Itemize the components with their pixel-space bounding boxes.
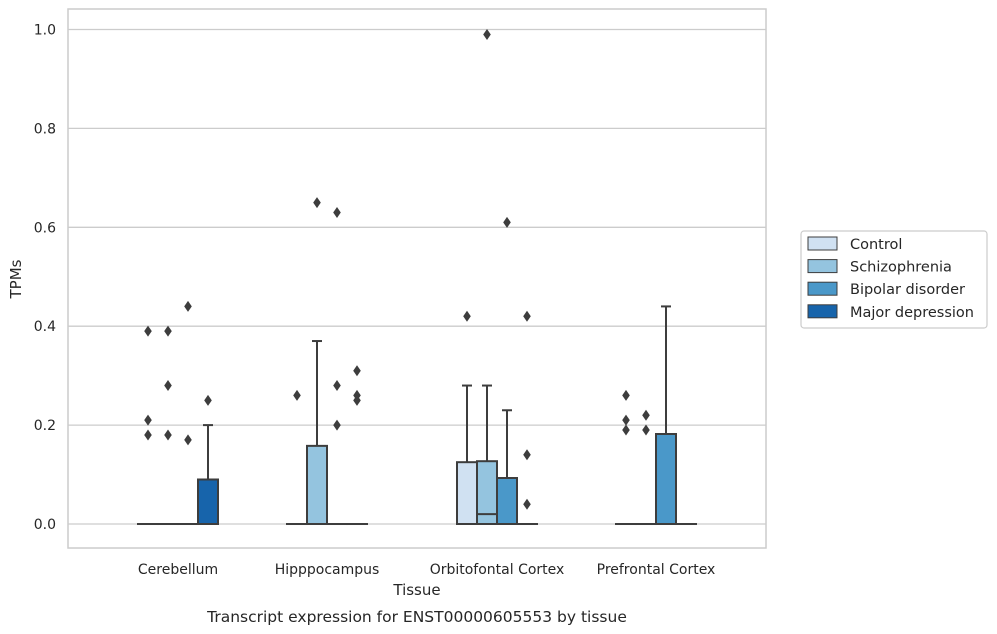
- outlier-point: [523, 449, 531, 461]
- box-plots: [137, 28, 697, 526]
- outlier-point: [333, 380, 341, 392]
- box-plot: [157, 325, 179, 526]
- y-tick-label: 0.8: [34, 121, 56, 137]
- legend-swatch: [807, 259, 838, 274]
- y-tick-label: 0.2: [34, 418, 56, 434]
- x-tick-label: Orbitofontal Cortex: [430, 562, 565, 578]
- outlier-point: [622, 414, 630, 426]
- x-axis: Cerebellum Hipppocampus Orbitofontal Corte…: [138, 562, 715, 578]
- outlier-point: [184, 434, 192, 446]
- outlier-point: [164, 429, 172, 441]
- y-tick-label: 0.4: [34, 319, 56, 335]
- outlier-point: [293, 389, 301, 401]
- outlier-point: [622, 424, 630, 436]
- outlier-point: [313, 197, 321, 209]
- outlier-point: [503, 216, 511, 228]
- box-plot: [137, 325, 159, 526]
- box-plot: [456, 310, 478, 525]
- y-axis: 0.0 0.2 0.4 0.6 0.8 1.0: [34, 23, 56, 534]
- x-tick-label: Cerebellum: [138, 562, 218, 578]
- box-plot: [496, 216, 518, 526]
- box-plot: [306, 197, 328, 525]
- legend-swatch: [807, 304, 838, 319]
- legend-label: Major depression: [850, 305, 974, 321]
- box: [456, 461, 478, 525]
- box: [496, 477, 518, 526]
- box: [306, 444, 328, 525]
- outlier-point: [622, 389, 630, 401]
- outlier-point: [164, 380, 172, 392]
- box: [197, 478, 219, 525]
- legend-frame: [800, 230, 988, 329]
- outlier-point: [642, 409, 650, 421]
- legend: Control Schizophrenia Bipolar disorder Majo…: [800, 230, 988, 329]
- legend-label: Bipolar disorder: [850, 282, 965, 298]
- box-plot: [655, 305, 677, 526]
- box-plot: [476, 28, 498, 525]
- legend-swatch: [807, 281, 838, 296]
- outlier-point: [144, 414, 152, 426]
- outlier-point: [333, 419, 341, 431]
- box-plot: [286, 389, 308, 526]
- x-axis-label: Tissue: [392, 581, 440, 599]
- box-plot: [615, 389, 637, 526]
- chart-caption: Transcript expression for ENST0000060555…: [206, 608, 627, 626]
- box-plot: [177, 300, 199, 526]
- y-tick-label: 1.0: [34, 23, 56, 39]
- y-tick-label: 0.0: [34, 517, 56, 533]
- legend-label: Control: [850, 237, 902, 253]
- outlier-point: [642, 424, 650, 436]
- x-tick-label: Hipppocampus: [275, 562, 380, 578]
- outlier-point: [483, 28, 491, 40]
- x-tick-label: Prefrontal Cortex: [597, 562, 716, 578]
- outlier-point: [184, 300, 192, 312]
- outlier-point: [523, 310, 531, 322]
- outlier-point: [204, 394, 212, 406]
- outlier-point: [144, 429, 152, 441]
- y-tick-label: 0.6: [34, 220, 56, 236]
- outlier-point: [333, 206, 341, 218]
- box-plot: [516, 310, 538, 526]
- outlier-point: [353, 365, 361, 377]
- y-axis-label: TPMs: [7, 259, 25, 299]
- legend-swatch: [807, 236, 838, 251]
- box-plot: [197, 394, 219, 525]
- box-plot: [635, 409, 657, 526]
- plot-frame: [67, 8, 767, 549]
- box: [655, 433, 677, 526]
- box-plot: [326, 206, 348, 526]
- outlier-point: [353, 394, 361, 406]
- outlier-point: [463, 310, 471, 322]
- legend-label: Schizophrenia: [850, 260, 952, 276]
- outlier-point: [144, 325, 152, 337]
- box-plot: [346, 365, 368, 526]
- outlier-point: [164, 325, 172, 337]
- outlier-point: [523, 498, 531, 510]
